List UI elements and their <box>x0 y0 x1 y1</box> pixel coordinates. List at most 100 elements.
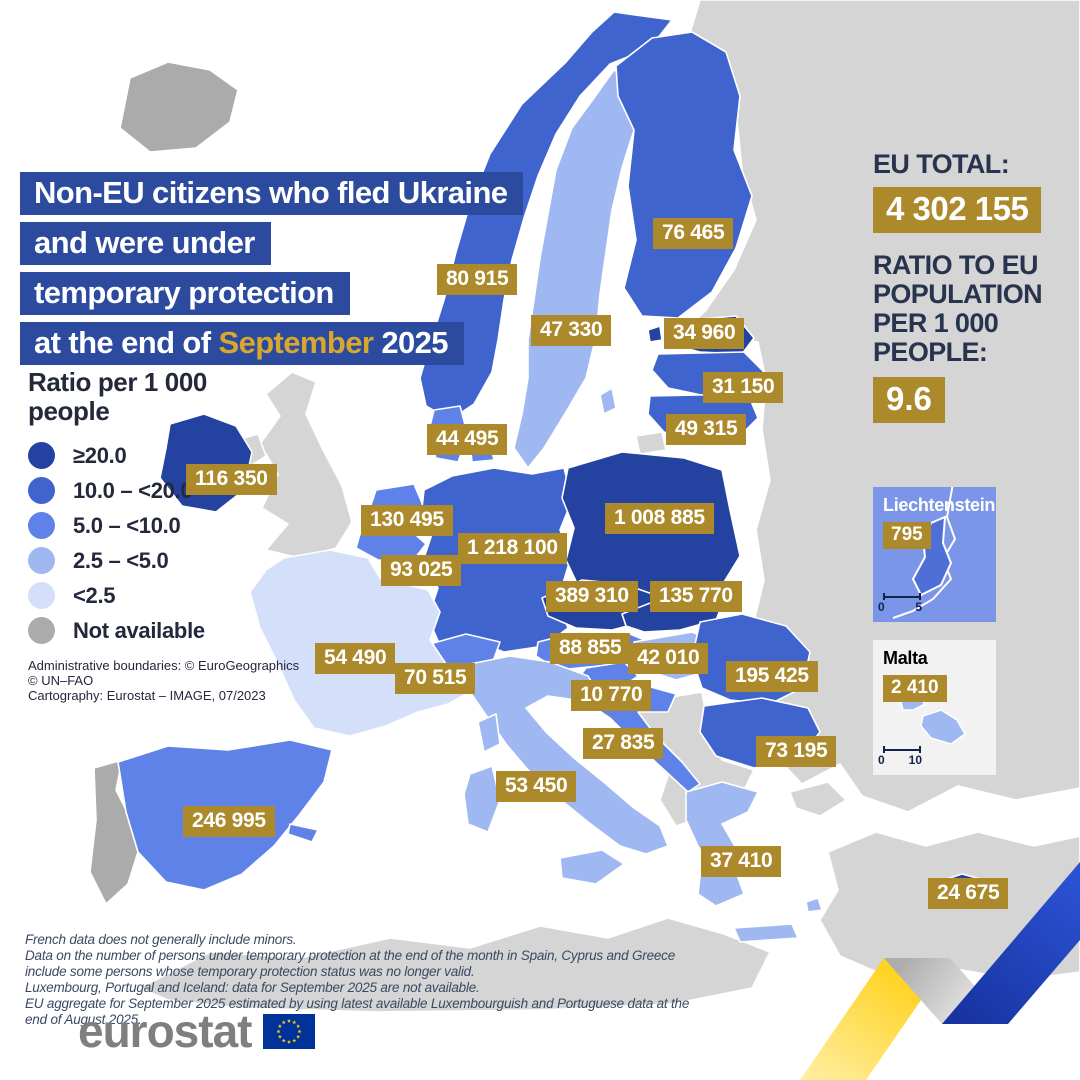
legend: Ratio per 1 000 people ≥20.0 10.0 – <20.0 5… <box>28 368 207 648</box>
eu-flag-star-icon <box>278 1034 283 1038</box>
scale-from: 0 <box>878 753 885 767</box>
inset-malta-value: 2 410 <box>883 675 947 702</box>
value-label-slovakia: 135 770 <box>650 581 742 612</box>
eu-flag-star-icon <box>287 1018 292 1023</box>
country-malta-shape-main <box>920 709 966 745</box>
value-label-denmark: 44 495 <box>427 424 508 455</box>
legend-item-label: 10.0 – <20.0 <box>73 477 193 503</box>
scale-to: 10 <box>908 753 922 767</box>
legend-item-c1: <2.5 <box>28 578 207 613</box>
legend-swatch-icon <box>28 617 55 644</box>
value-label-switzerland: 70 515 <box>395 663 476 694</box>
footnote-line: EU aggregate for September 2025 estimate… <box>25 996 690 1027</box>
scale-to: 5 <box>915 600 922 614</box>
eu-flag-star-icon <box>292 1037 297 1042</box>
ratio-label-line: POPULATION <box>873 279 1043 309</box>
title-month-highlight: September <box>218 325 374 360</box>
value-label-estonia: 34 960 <box>664 318 745 349</box>
legend-item-c3: 5.0 – <10.0 <box>28 508 207 543</box>
country-sweden <box>513 69 649 469</box>
eu-flag-star-icon <box>297 1028 302 1033</box>
legend-item-label: Not available <box>73 617 205 643</box>
country-sicily <box>559 849 625 885</box>
legend-swatch-icon <box>28 582 55 609</box>
value-label-romania: 195 425 <box>726 661 818 692</box>
inset-malta: Malta 2 410 0 10 <box>873 640 996 775</box>
title-line-1: Non-EU citizens who fled Ukraine <box>20 172 524 215</box>
eu-total-label: EU TOTAL: <box>873 149 1010 179</box>
legend-swatch-icon <box>28 442 55 469</box>
legend-item-c4: 10.0 – <20.0 <box>28 473 207 508</box>
attribution-line: Cartography: Eurostat – IMAGE, 07/2023 <box>28 688 266 703</box>
country-corsica <box>477 713 501 753</box>
legend-item-label: ≥20.0 <box>73 442 127 468</box>
value-label-ireland: 116 350 <box>186 464 277 495</box>
value-label-germany: 1 218 100 <box>458 533 567 564</box>
country-gotland <box>599 387 617 415</box>
legend-title: Ratio per 1 000 people <box>28 368 207 426</box>
legend-swatch-icon <box>28 547 55 574</box>
eu-flag-star-icon <box>287 1039 292 1044</box>
ratio-label-line: PEOPLE: <box>873 337 988 367</box>
value-label-croatia: 27 835 <box>583 728 664 759</box>
value-label-spain: 246 995 <box>183 806 275 837</box>
ratio-value: 9.6 <box>873 377 945 423</box>
country-north-africa <box>139 917 771 1013</box>
country-uk <box>259 371 353 559</box>
legend-item-c2: 2.5 – <5.0 <box>28 543 207 578</box>
country-crete <box>733 923 799 943</box>
value-label-norway: 80 915 <box>437 264 518 295</box>
title-line-4-suffix: 2025 <box>373 325 448 360</box>
country-sardinia <box>463 765 501 833</box>
eu-flag-star-icon <box>292 1019 297 1024</box>
country-rhodes <box>805 897 823 913</box>
ratio-label: RATIO TO EU POPULATION PER 1 000 PEOPLE: <box>873 251 1073 367</box>
eu-flag-star-icon <box>296 1034 301 1038</box>
value-label-poland: 1 008 885 <box>605 503 714 534</box>
legend-item-c5: ≥20.0 <box>28 438 207 473</box>
legend-rows: ≥20.0 10.0 – <20.0 5.0 – <10.0 2.5 – <5.0 <2… <box>28 438 207 648</box>
attribution-line: © UN–FAO <box>28 673 94 688</box>
eu-flag-star-icon <box>276 1028 281 1033</box>
value-label-finland: 76 465 <box>653 218 734 249</box>
eu-flag-star-icon <box>296 1023 301 1028</box>
eurostat-logo: eurostat <box>78 1005 316 1057</box>
value-label-czechia: 389 310 <box>546 581 638 612</box>
eu-flag-star-icon <box>282 1019 287 1024</box>
inset-liechtenstein-title: Liechtenstein <box>883 495 996 515</box>
scalebar-icon <box>883 746 921 753</box>
attribution-line: Administrative boundaries: © EuroGeograp… <box>28 658 300 673</box>
legend-swatch-icon <box>28 512 55 539</box>
value-label-greece: 37 410 <box>701 846 782 877</box>
value-label-hungary: 42 010 <box>628 643 709 674</box>
country-balearics <box>287 823 319 843</box>
value-label-bulgaria: 73 195 <box>756 736 837 767</box>
value-label-italy: 53 450 <box>496 771 577 802</box>
eu-flag-star-icon <box>278 1023 283 1028</box>
title-line-3: temporary protection <box>20 272 350 315</box>
legend-title-line: Ratio per 1 000 <box>28 367 207 397</box>
eurostat-logo-text: eurostat <box>78 1005 252 1057</box>
legend-item-label: 2.5 – <5.0 <box>73 547 169 573</box>
title-line-4-prefix: at the end of <box>34 325 219 360</box>
title-line-4: at the end of September 2025 <box>20 322 464 365</box>
inset-malta-title: Malta <box>883 648 928 668</box>
country-peloponnese <box>697 871 745 907</box>
country-portugal <box>89 759 139 905</box>
value-label-slovenia: 10 770 <box>571 680 652 711</box>
title-line-2: and were under <box>20 222 271 265</box>
country-turkey-eu <box>789 781 847 817</box>
footnote-line: Data on the number of persons under temp… <box>25 948 676 963</box>
value-label-austria: 88 855 <box>550 633 631 664</box>
country-kaliningrad <box>635 431 667 455</box>
eu-flag-star-icon <box>282 1037 287 1042</box>
map-attribution: Administrative boundaries: © EuroGeograp… <box>28 658 299 703</box>
value-label-lithuania: 49 315 <box>666 414 747 445</box>
value-label-sweden: 47 330 <box>531 315 612 346</box>
scale-from: 0 <box>878 600 885 614</box>
inset-malta-scale: 0 10 <box>878 746 922 767</box>
value-label-netherlands: 130 495 <box>361 505 453 536</box>
ratio-label-line: PER 1 000 <box>873 308 999 338</box>
